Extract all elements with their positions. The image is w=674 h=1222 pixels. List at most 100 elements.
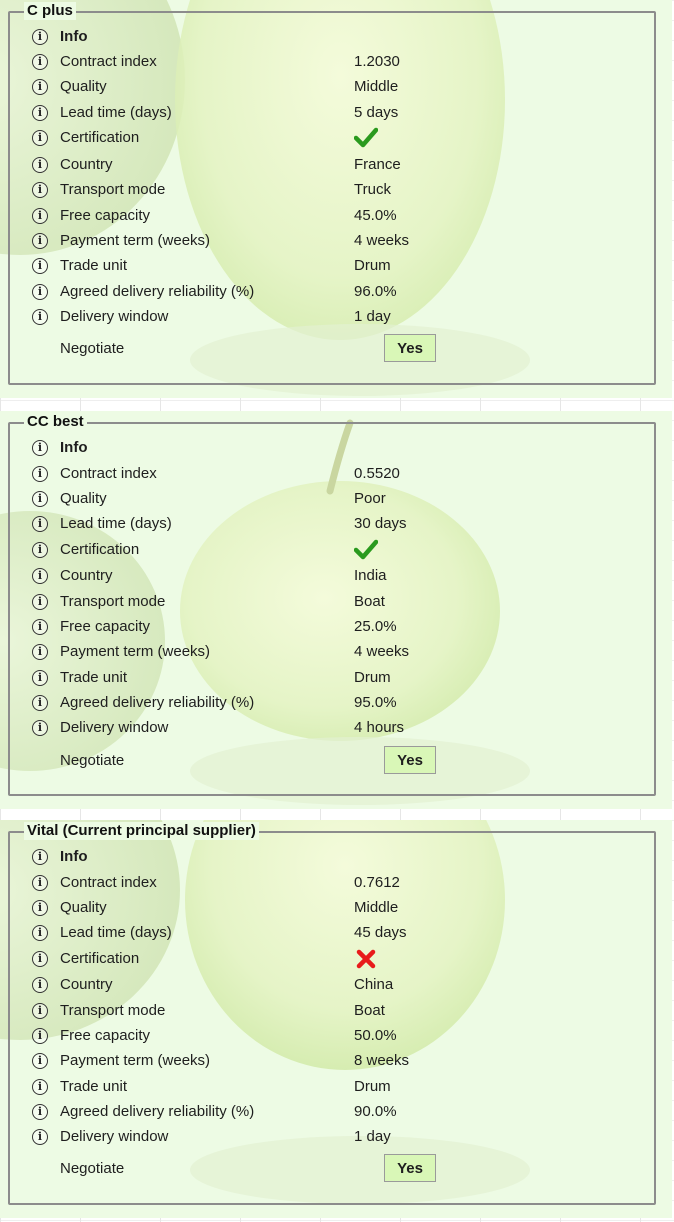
- payment-term-label: Payment term (weeks): [60, 643, 211, 660]
- delivery-reliability-label: Agreed delivery reliability (%): [60, 1103, 255, 1120]
- info-icon[interactable]: i: [32, 233, 48, 249]
- transport-mode-label: Transport mode: [60, 181, 166, 198]
- lead-time-value: 5 days: [354, 104, 399, 121]
- info-icon[interactable]: i: [32, 1053, 48, 1069]
- supplier-name: CC best: [24, 413, 87, 431]
- info-icon[interactable]: i: [32, 309, 48, 325]
- row-free-capacity: i Free capacity 25.0%: [30, 615, 650, 640]
- row-quality: i Quality Middle: [30, 75, 650, 100]
- row-delivery-reliability: i Agreed delivery reliability (%) 90.0%: [30, 1100, 650, 1125]
- info-icon[interactable]: i: [32, 1028, 48, 1044]
- row-lead-time: i Lead time (days) 45 days: [30, 921, 650, 946]
- info-icon[interactable]: i: [32, 208, 48, 224]
- payment-term-label: Payment term (weeks): [60, 1052, 211, 1069]
- info-icon[interactable]: i: [32, 925, 48, 941]
- info-icon[interactable]: i: [32, 157, 48, 173]
- certification-label: Certification: [60, 950, 140, 967]
- row-quality: i Quality Poor: [30, 487, 650, 512]
- payment-term-value: 4 weeks: [354, 232, 410, 249]
- row-delivery-window: i Delivery window 1 day: [30, 305, 650, 330]
- info-header-row: i Info: [30, 25, 650, 50]
- info-icon[interactable]: i: [32, 644, 48, 660]
- info-icon[interactable]: i: [32, 79, 48, 95]
- info-icon[interactable]: i: [32, 670, 48, 686]
- info-icon[interactable]: i: [32, 466, 48, 482]
- payment-term-value: 8 weeks: [354, 1052, 410, 1069]
- payment-term-label: Payment term (weeks): [60, 232, 211, 249]
- info-icon[interactable]: i: [32, 1129, 48, 1145]
- info-icon[interactable]: i: [32, 105, 48, 121]
- row-delivery-window: i Delivery window 4 hours: [30, 716, 650, 741]
- info-icon[interactable]: i: [32, 1104, 48, 1120]
- row-delivery-reliability: i Agreed delivery reliability (%) 96.0%: [30, 280, 650, 305]
- certification-label: Certification: [60, 129, 140, 146]
- delivery-window-label: Delivery window: [60, 1128, 169, 1145]
- row-country: i Country China: [30, 973, 650, 998]
- negotiate-label: Negotiate: [60, 340, 125, 357]
- info-icon[interactable]: i: [32, 1003, 48, 1019]
- info-icon[interactable]: i: [32, 284, 48, 300]
- row-free-capacity: i Free capacity 45.0%: [30, 204, 650, 229]
- negotiate-yes-button[interactable]: Yes: [384, 334, 436, 362]
- delivery-reliability-value: 96.0%: [354, 283, 397, 300]
- transport-mode-label: Transport mode: [60, 1002, 166, 1019]
- lead-time-value: 30 days: [354, 515, 407, 532]
- row-delivery-window: i Delivery window 1 day: [30, 1125, 650, 1150]
- info-icon[interactable]: i: [32, 258, 48, 274]
- info-icon[interactable]: i: [32, 875, 48, 891]
- supplier-name: C plus: [24, 2, 76, 20]
- free-capacity-value: 50.0%: [354, 1027, 397, 1044]
- info-icon[interactable]: i: [32, 900, 48, 916]
- row-contract-index: i Contract index 0.5520: [30, 462, 650, 487]
- row-free-capacity: i Free capacity 50.0%: [30, 1024, 650, 1049]
- info-icon[interactable]: i: [32, 951, 48, 967]
- delivery-reliability-value: 90.0%: [354, 1103, 397, 1120]
- transport-mode-value: Boat: [354, 593, 385, 610]
- row-trade-unit: i Trade unit Drum: [30, 1075, 650, 1100]
- info-icon[interactable]: i: [32, 182, 48, 198]
- info-icon[interactable]: i: [32, 594, 48, 610]
- free-capacity-value: 45.0%: [354, 207, 397, 224]
- row-contract-index: i Contract index 1.2030: [30, 50, 650, 75]
- country-label: Country: [60, 567, 113, 584]
- quality-label: Quality: [60, 78, 107, 95]
- contract-index-label: Contract index: [60, 465, 157, 482]
- info-icon[interactable]: i: [32, 849, 48, 865]
- info-icon[interactable]: i: [32, 29, 48, 45]
- row-payment-term: i Payment term (weeks) 4 weeks: [30, 229, 650, 254]
- payment-term-value: 4 weeks: [354, 643, 410, 660]
- info-icon[interactable]: i: [32, 440, 48, 456]
- info-icon[interactable]: i: [32, 54, 48, 70]
- delivery-reliability-label: Agreed delivery reliability (%): [60, 283, 255, 300]
- negotiate-label: Negotiate: [60, 1160, 125, 1177]
- free-capacity-value: 25.0%: [354, 618, 397, 635]
- info-label: Info: [60, 848, 88, 865]
- supplier-panel-cc-best: CC best i Info i Contract index 0.5520 i…: [0, 411, 672, 809]
- row-lead-time: i Lead time (days) 30 days: [30, 512, 650, 537]
- free-capacity-label: Free capacity: [60, 1027, 151, 1044]
- info-icon[interactable]: i: [32, 720, 48, 736]
- info-icon[interactable]: i: [32, 130, 48, 146]
- row-certification: i Certification: [30, 538, 650, 563]
- row-certification: i Certification: [30, 947, 650, 972]
- info-icon[interactable]: i: [32, 1079, 48, 1095]
- info-icon[interactable]: i: [32, 695, 48, 711]
- delivery-window-value: 1 day: [354, 1128, 391, 1145]
- info-header-row: i Info: [30, 845, 650, 870]
- negotiate-yes-button[interactable]: Yes: [384, 746, 436, 774]
- info-icon[interactable]: i: [32, 542, 48, 558]
- delivery-window-value: 4 hours: [354, 719, 405, 736]
- quality-label: Quality: [60, 899, 107, 916]
- info-icon[interactable]: i: [32, 568, 48, 584]
- info-icon[interactable]: i: [32, 977, 48, 993]
- info-icon[interactable]: i: [32, 491, 48, 507]
- row-certification: i Certification: [30, 126, 650, 151]
- lead-time-label: Lead time (days): [60, 924, 172, 941]
- trade-unit-label: Trade unit: [60, 669, 127, 686]
- info-icon[interactable]: i: [32, 516, 48, 532]
- row-negotiate: Negotiate Yes: [30, 746, 650, 777]
- delivery-reliability-value: 95.0%: [354, 694, 397, 711]
- info-icon[interactable]: i: [32, 619, 48, 635]
- negotiate-yes-button[interactable]: Yes: [384, 1154, 436, 1182]
- trade-unit-label: Trade unit: [60, 1078, 127, 1095]
